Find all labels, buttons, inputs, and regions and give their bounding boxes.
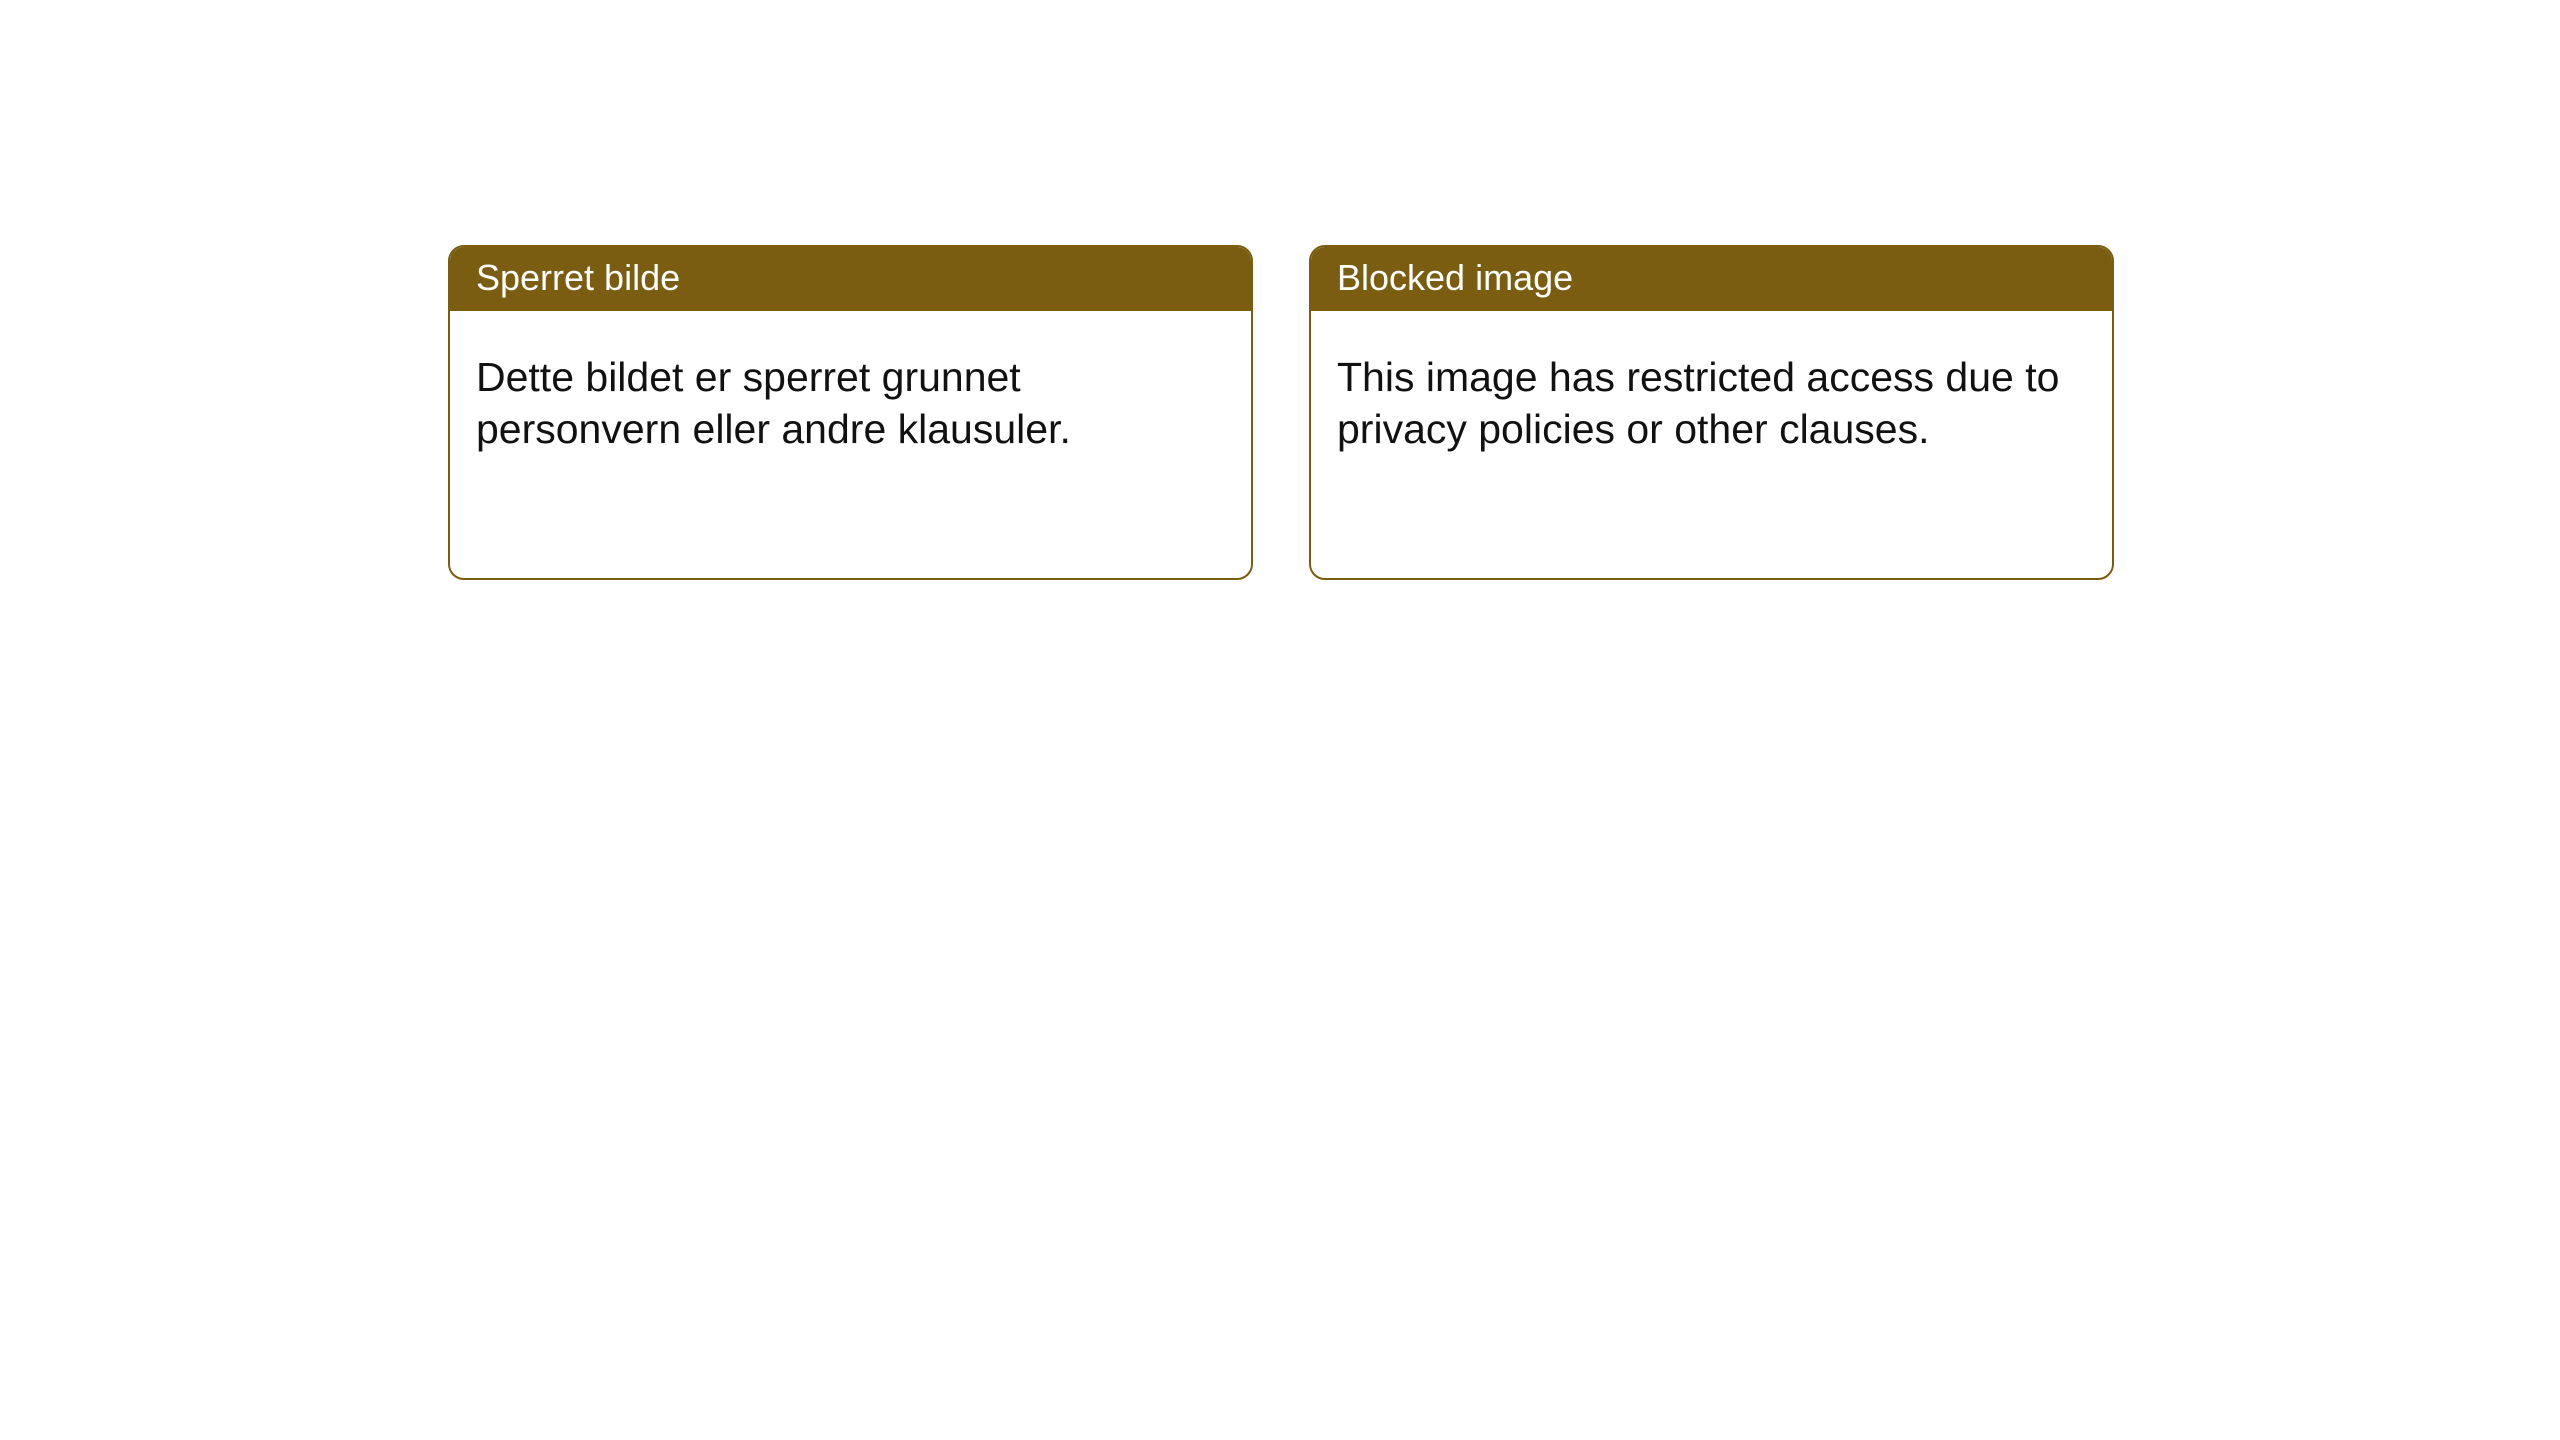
card-body: Dette bildet er sperret grunnet personve… <box>450 311 1251 482</box>
card-body: This image has restricted access due to … <box>1311 311 2112 482</box>
card-header: Sperret bilde <box>450 247 1251 311</box>
blocked-image-card-en: Blocked image This image has restricted … <box>1309 245 2114 580</box>
blocked-image-card-no: Sperret bilde Dette bildet er sperret gr… <box>448 245 1253 580</box>
card-header: Blocked image <box>1311 247 2112 311</box>
notice-cards-row: Sperret bilde Dette bildet er sperret gr… <box>0 0 2560 580</box>
